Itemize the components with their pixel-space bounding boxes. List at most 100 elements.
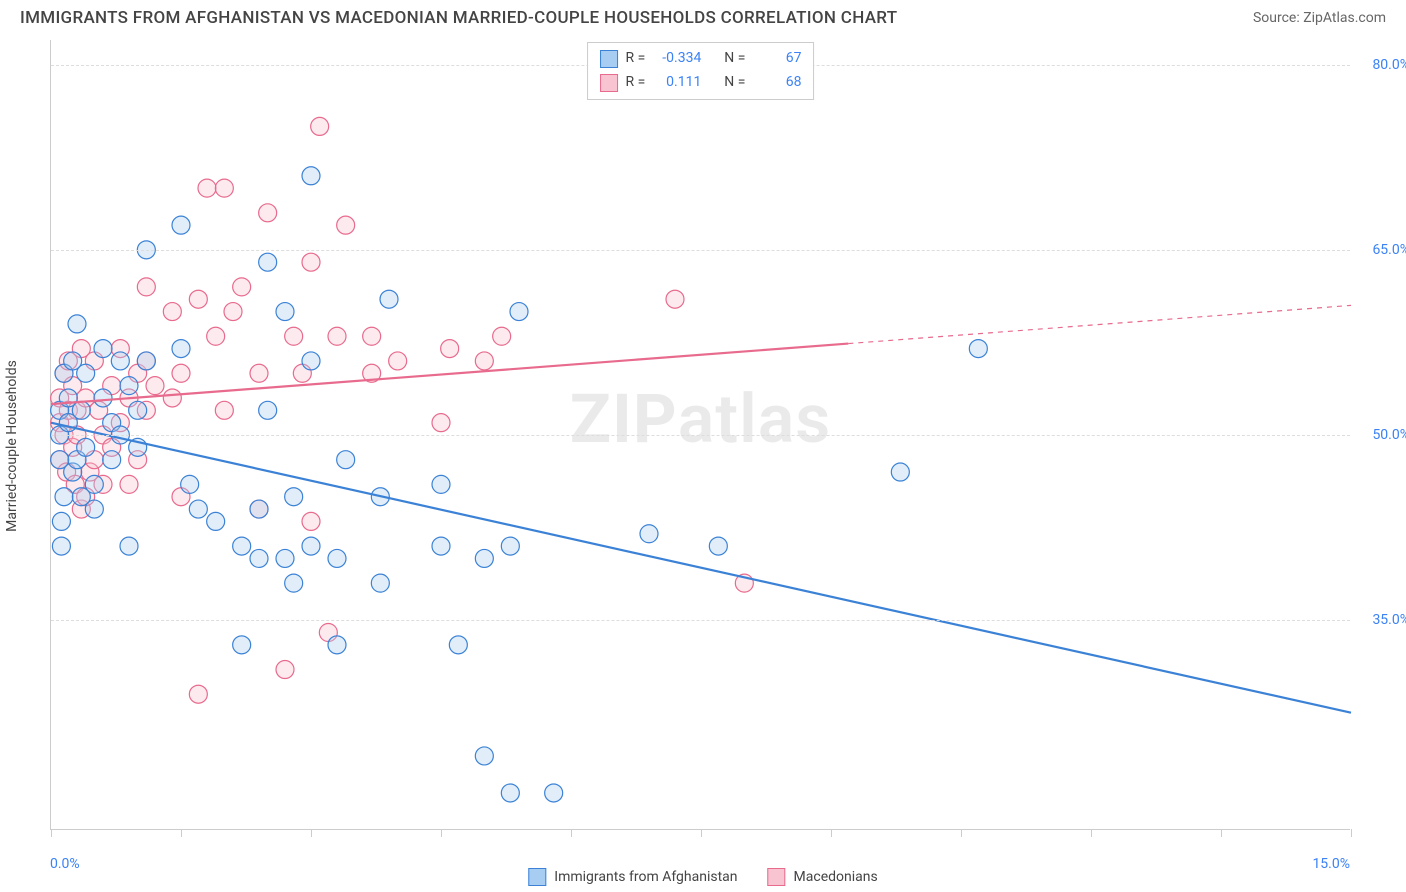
- scatter-point: [311, 117, 329, 135]
- scatter-point: [276, 303, 294, 321]
- scatter-point: [224, 303, 242, 321]
- x-tick: [961, 829, 962, 837]
- scatter-point: [250, 549, 268, 567]
- scatter-point: [163, 303, 181, 321]
- grid-line: [51, 620, 1350, 621]
- x-tick: [1091, 829, 1092, 837]
- x-tick: [701, 829, 702, 837]
- chart-header: IMMIGRANTS FROM AFGHANISTAN VS MACEDONIA…: [0, 0, 1406, 32]
- scatter-point: [891, 463, 909, 481]
- legend-item-pink: Macedonians: [768, 868, 878, 886]
- scatter-point: [285, 327, 303, 345]
- grid-line: [51, 435, 1350, 436]
- scatter-point: [137, 278, 155, 296]
- scatter-point: [363, 327, 381, 345]
- y-tick-label: 65.0%: [1355, 242, 1406, 258]
- legend-label-blue: Immigrants from Afghanistan: [554, 869, 737, 885]
- x-tick: [51, 829, 52, 837]
- scatter-point: [55, 488, 73, 506]
- y-tick-label: 80.0%: [1355, 57, 1406, 73]
- scatter-point: [181, 475, 199, 493]
- scatter-point: [501, 784, 519, 802]
- scatter-point: [432, 475, 450, 493]
- scatter-point: [103, 451, 121, 469]
- scatter-point: [501, 537, 519, 555]
- series-legend: Immigrants from Afghanistan Macedonians: [528, 868, 877, 886]
- scatter-point: [493, 327, 511, 345]
- chart-plot-area: ZIPatlas R = -0.334 N = 67 R = 0.111 N =…: [50, 40, 1350, 830]
- scatter-point: [302, 512, 320, 530]
- scatter-point: [302, 537, 320, 555]
- scatter-point: [475, 549, 493, 567]
- legend-swatch-blue: [528, 868, 546, 886]
- scatter-point: [52, 537, 70, 555]
- scatter-point: [969, 340, 987, 358]
- scatter-point: [215, 401, 233, 419]
- legend-row-pink: R = 0.111 N = 68: [600, 71, 802, 95]
- r-label: R =: [626, 71, 646, 95]
- scatter-point: [328, 327, 346, 345]
- scatter-point: [77, 438, 95, 456]
- n-label: N =: [724, 71, 745, 95]
- scatter-point: [129, 401, 147, 419]
- scatter-point: [215, 179, 233, 197]
- x-tick: [1351, 829, 1352, 837]
- scatter-point: [259, 401, 277, 419]
- scatter-point: [389, 352, 407, 370]
- scatter-point: [94, 389, 112, 407]
- scatter-point: [285, 488, 303, 506]
- scatter-point: [137, 352, 155, 370]
- scatter-point: [328, 636, 346, 654]
- scatter-point: [85, 500, 103, 518]
- scatter-point: [337, 216, 355, 234]
- legend-swatch-pink: [768, 868, 786, 886]
- x-tick-max: 15.0%: [1312, 856, 1350, 872]
- legend-label-pink: Macedonians: [794, 869, 878, 885]
- trend-line-dashed: [848, 305, 1351, 343]
- correlation-legend: R = -0.334 N = 67 R = 0.111 N = 68: [587, 42, 815, 100]
- scatter-point: [233, 278, 251, 296]
- scatter-point: [337, 451, 355, 469]
- y-tick-label: 35.0%: [1355, 612, 1406, 628]
- scatter-point: [510, 303, 528, 321]
- r-value-blue: -0.334: [653, 47, 701, 71]
- scatter-point: [285, 574, 303, 592]
- scatter-point: [111, 352, 129, 370]
- legend-item-blue: Immigrants from Afghanistan: [528, 868, 737, 886]
- grid-line: [51, 250, 1350, 251]
- n-label: N =: [724, 47, 745, 71]
- scatter-point: [475, 747, 493, 765]
- scatter-point: [189, 500, 207, 518]
- scatter-point: [302, 167, 320, 185]
- scatter-point: [163, 389, 181, 407]
- x-tick-min: 0.0%: [50, 856, 80, 872]
- x-tick: [1221, 829, 1222, 837]
- r-value-pink: 0.111: [653, 71, 701, 95]
- scatter-point: [120, 377, 138, 395]
- chart-title: IMMIGRANTS FROM AFGHANISTAN VS MACEDONIA…: [20, 8, 897, 28]
- scatter-point: [189, 685, 207, 703]
- scatter-point: [172, 364, 190, 382]
- y-axis-label: Married-couple Households: [4, 360, 20, 532]
- n-value-blue: 67: [753, 47, 801, 71]
- x-tick: [181, 829, 182, 837]
- scatter-point: [432, 414, 450, 432]
- source-attribution: Source: ZipAtlas.com: [1253, 10, 1386, 26]
- scatter-point: [72, 401, 90, 419]
- scatter-point: [198, 179, 216, 197]
- scatter-point: [52, 512, 70, 530]
- legend-row-blue: R = -0.334 N = 67: [600, 47, 802, 71]
- scatter-point: [302, 253, 320, 271]
- scatter-point: [380, 290, 398, 308]
- legend-swatch-pink: [600, 74, 618, 92]
- scatter-point: [189, 290, 207, 308]
- scatter-point: [276, 549, 294, 567]
- scatter-point: [172, 340, 190, 358]
- x-tick: [571, 829, 572, 837]
- scatter-point: [146, 377, 164, 395]
- scatter-point: [302, 352, 320, 370]
- scatter-point: [441, 340, 459, 358]
- x-tick: [311, 829, 312, 837]
- scatter-point: [709, 537, 727, 555]
- legend-swatch-blue: [600, 50, 618, 68]
